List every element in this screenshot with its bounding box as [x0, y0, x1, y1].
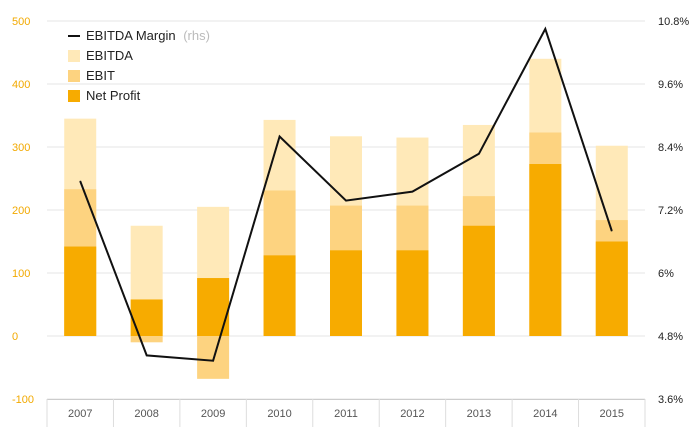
legend-swatch-ebitda	[68, 50, 80, 62]
point-ebitda-margin-2010	[279, 136, 281, 137]
right-tick-label: 4.8%	[658, 331, 683, 343]
legend-item-margin[interactable]: EBITDA Margin (rhs)	[68, 28, 210, 43]
legend-label-ebit: EBIT	[86, 68, 115, 83]
bar-net-profit-2012	[396, 250, 429, 336]
x-tick-label: 2014	[533, 408, 557, 420]
right-tick-label: 6%	[658, 268, 674, 280]
legend-label-margin: EBITDA Margin	[86, 28, 176, 43]
left-tick-label: 300	[12, 142, 30, 154]
svg-text:EBITDA Margin (rhs): EBITDA Margin (rhs)	[86, 28, 210, 43]
left-tick-label: 100	[12, 268, 30, 280]
right-tick-label: 9.6%	[658, 79, 683, 91]
left-tick-label: 400	[12, 79, 30, 91]
point-ebitda-margin-2011	[345, 200, 347, 202]
legend-label-rhs: (rhs)	[183, 28, 210, 43]
x-axis: 2007 2008 2009 2010 2011 2012 2013 2014 2015	[46, 399, 646, 427]
point-ebitda-margin-2015	[611, 230, 613, 232]
bar-net-profit-2007	[64, 246, 97, 336]
bar-ebit-2008	[130, 336, 163, 343]
bar-net-profit-2011	[330, 250, 362, 336]
x-tick-label: 2013	[467, 408, 491, 420]
point-ebitda-margin-2014	[544, 28, 546, 30]
x-tick-label: 2011	[334, 408, 358, 420]
right-tick-label: 7.2%	[658, 205, 683, 217]
legend-item-net-profit[interactable]: Net Profit	[68, 88, 141, 103]
bar-net-profit-2015	[595, 241, 628, 336]
point-ebitda-margin-2012	[411, 191, 413, 193]
bars	[64, 58, 628, 379]
x-tick-label: 2012	[400, 408, 424, 420]
bar-net-profit-2009	[197, 278, 230, 336]
right-tick-label: 10.8%	[658, 16, 689, 28]
x-tick-label: 2015	[600, 408, 624, 420]
point-ebitda-margin-2008	[146, 354, 148, 356]
legend: EBITDA Margin (rhs) EBITDA EBIT Net Prof…	[68, 28, 210, 103]
margin-line	[79, 26, 613, 362]
right-tick-label: 3.6%	[658, 394, 683, 406]
bar-net-profit-2010	[263, 255, 296, 336]
left-tick-label: 200	[12, 205, 30, 217]
legend-swatch-ebit	[68, 70, 80, 82]
left-tick-label: 0	[12, 331, 18, 343]
legend-item-ebit[interactable]: EBIT	[68, 68, 115, 83]
legend-label-net-profit: Net Profit	[86, 88, 141, 103]
x-tick-label: 2009	[201, 408, 225, 420]
right-axis: 3.6% 4.8% 6% 7.2% 8.4% 9.6% 10.8%	[658, 16, 689, 406]
left-tick-label: 500	[12, 16, 30, 28]
legend-item-ebitda[interactable]: EBITDA	[68, 48, 133, 63]
x-tick-label: 2008	[134, 408, 158, 420]
x-tick-label: 2010	[267, 408, 291, 420]
legend-label-ebitda: EBITDA	[86, 48, 133, 63]
point-ebitda-margin-2007	[79, 180, 81, 182]
point-ebitda-margin-2009	[212, 360, 214, 362]
left-tick-label: -100	[12, 394, 34, 406]
point-ebitda-margin-2013	[478, 153, 480, 155]
bar-net-profit-2014	[529, 164, 562, 336]
legend-swatch-net-profit	[68, 90, 80, 102]
x-tick-label: 2007	[68, 408, 92, 420]
bar-net-profit-2008	[130, 299, 163, 336]
left-axis: -100 0 100 200 300 400 500	[12, 16, 34, 406]
right-tick-label: 8.4%	[658, 142, 683, 154]
bar-net-profit-2013	[462, 225, 495, 336]
